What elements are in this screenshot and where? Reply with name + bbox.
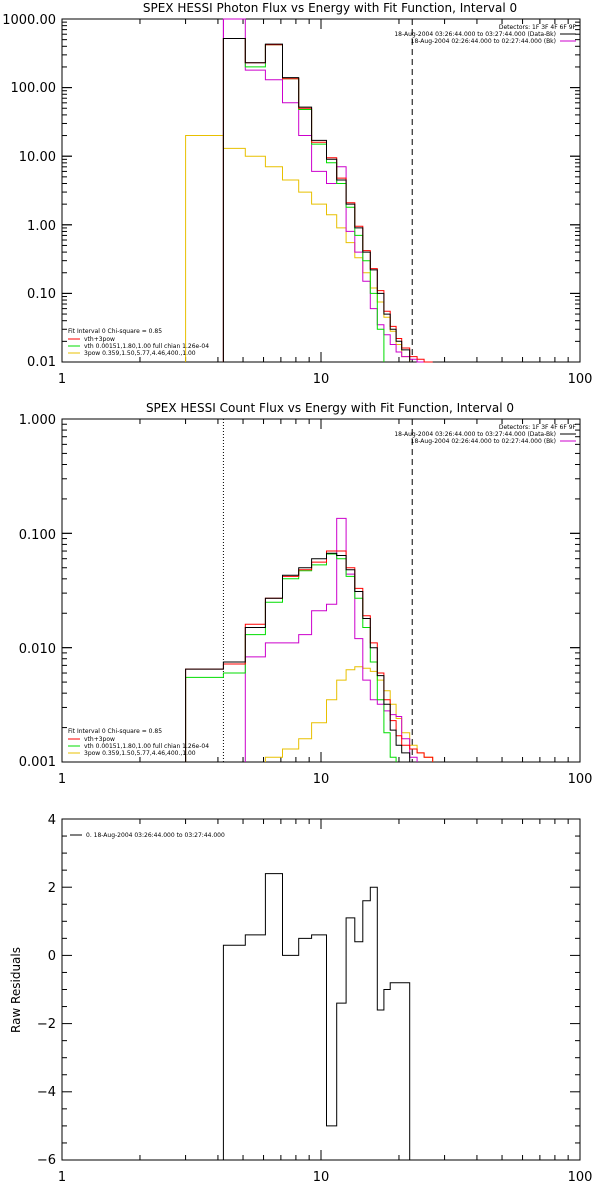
x-tick-label: 1 [58, 1170, 66, 1185]
time-range-annotation: 18-Aug-2004 03:26:44.000 to 03:27:44.000… [394, 431, 556, 438]
series-line-3pow [185, 135, 411, 362]
detectors-annotation: Detectors: 1F 3F 4F 6F 9F [499, 24, 577, 31]
series-line-bk [244, 517, 418, 762]
legend-item: vth 0.00151,1.80,1.00 full chian 1.26e-0… [84, 743, 209, 750]
series-layer [185, 18, 433, 363]
y-tick-label: 0.001 [19, 755, 56, 770]
time-range-annotation: 18-Aug-2004 02:26:44.000 to 02:27:44.000… [411, 438, 556, 445]
chart-title: SPEX HESSI Count Flux vs Energy with Fit… [146, 401, 514, 415]
photon-flux-chart: SPEX HESSI Photon Flux vs Energy with Fi… [2, 1, 592, 387]
x-tick-label: 1 [58, 372, 66, 387]
y-tick-label: 10.00 [19, 150, 56, 165]
series-line-vth+3pow [222, 38, 433, 363]
time-range-annotation: 18-Aug-2004 02:26:44.000 to 02:27:44.000… [411, 38, 556, 45]
x-tick-label: 10 [313, 1170, 330, 1185]
detectors-annotation: Detectors: 1F 3F 4F 6F 9F [499, 424, 577, 431]
series-line-3pow [264, 666, 434, 762]
legend-header: Fit Interval 0 Chi-square = 0.85 [68, 328, 162, 335]
legend-item: vth+3pow [84, 336, 115, 343]
series-line-bk [222, 18, 425, 363]
axes [61, 418, 581, 763]
y-tick-label: 0.10 [27, 287, 56, 302]
y-tick-label: 100.00 [11, 81, 57, 96]
legend-header: Fit Interval 0 Chi-square = 0.85 [68, 728, 162, 735]
y-axis-label: Raw Residuals [9, 947, 23, 1033]
residuals-chart: 1 10 100 4 2 0 −2 −4 −6 Raw Residuals 0.… [9, 813, 592, 1185]
y-tick-label: 0.100 [19, 528, 56, 543]
plot-frame [61, 818, 581, 1161]
legend-item: 3pow 0.359,1.50,5.77,4.46,400.,1.00 [84, 350, 196, 357]
x-tick-label: 10 [313, 372, 330, 387]
series-line-data [222, 38, 411, 362]
x-tick-label: 100 [568, 372, 593, 387]
y-tick-label: 1000.00 [2, 13, 56, 28]
series-line-residuals [222, 873, 411, 1160]
series-layer [185, 517, 434, 762]
legend-item: 0. 18-Aug-2004 03:26:44.000 to 03:27:44.… [86, 832, 225, 839]
legend-item: vth+3pow [84, 736, 115, 743]
y-tick-label: −4 [37, 1085, 56, 1100]
plot-frame [61, 418, 581, 763]
axes [61, 818, 581, 1161]
y-tick-label: 0 [48, 949, 56, 964]
series-line-data [185, 552, 411, 762]
count-flux-chart: SPEX HESSI Count Flux vs Energy with Fit… [19, 401, 593, 787]
reference-lines [222, 419, 413, 762]
y-tick-label: 0.01 [27, 355, 56, 370]
legend-item: vth 0.00151,1.80,1.00 full chian 1.26e-0… [84, 343, 209, 350]
series-line-vth [222, 38, 385, 362]
x-tick-label: 100 [568, 1170, 593, 1185]
time-range-annotation: 18-Aug-2004 03:26:44.000 to 03:27:44.000… [394, 31, 556, 38]
y-tick-label: −2 [37, 1017, 56, 1032]
axes [61, 18, 581, 363]
y-tick-label: 1.00 [27, 219, 56, 234]
series-line-vth [185, 553, 397, 762]
legend-item: 3pow 0.359,1.50,5.77,4.46,400.,1.00 [84, 750, 196, 757]
y-tick-label: 4 [48, 813, 56, 828]
plot-frame [61, 18, 581, 363]
y-tick-label: −6 [37, 1153, 56, 1168]
chart-title: SPEX HESSI Photon Flux vs Energy with Fi… [143, 1, 517, 15]
y-tick-label: 2 [48, 881, 56, 896]
x-tick-label: 100 [568, 772, 593, 787]
y-tick-label: 0.010 [19, 642, 56, 657]
x-tick-label: 1 [58, 772, 66, 787]
y-tick-label: 1.000 [19, 413, 56, 428]
x-tick-label: 10 [313, 772, 330, 787]
series-layer [222, 873, 411, 1160]
